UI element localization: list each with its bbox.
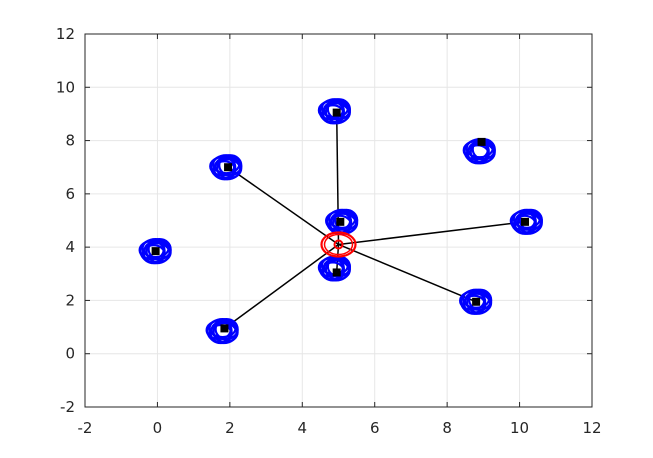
square-marker-0: [151, 247, 160, 256]
target-center-0: [333, 239, 344, 250]
square-marker-1: [224, 163, 233, 172]
connection-line-5: [338, 243, 477, 303]
y-tick-label-2: 2: [65, 291, 75, 309]
target-inner-ring-0: [323, 233, 354, 256]
x-tick-label-3: 4: [298, 419, 308, 437]
cloud-ring-7-7: [514, 210, 543, 231]
axis-ticks: -2 0 2 4 6 8 10 12 -2 0 2 4 6 8 10 12: [56, 25, 602, 437]
y-tick-label-4: 6: [65, 185, 75, 203]
y-tick-label-1: 0: [65, 345, 75, 363]
cloud-ring-1-7: [214, 156, 243, 177]
square-marker-6: [477, 137, 486, 146]
x-tick-label-6: 10: [510, 419, 529, 437]
cloud-ring-4-7: [330, 210, 359, 231]
point-cloud-2: [205, 317, 239, 345]
cloud-ring-0-6: [139, 239, 166, 264]
plot-area-border: [84, 33, 593, 408]
x-tick-label-2: 2: [225, 419, 235, 437]
square-marker-8: [472, 297, 481, 306]
connection-line-4: [338, 221, 526, 246]
cloud-ring-8-7: [464, 290, 493, 311]
cloud-ring-8-6: [460, 289, 487, 314]
cloud-ring-2-7: [210, 319, 239, 341]
x-tick-label-4: 6: [370, 419, 380, 437]
cloud-ring-7-6: [510, 209, 537, 234]
square-marker-4: [336, 217, 345, 226]
point-cloud-1: [209, 154, 243, 181]
cloud-ring-3-7: [322, 100, 351, 121]
point-cloud-8: [459, 288, 493, 315]
connection-line-1: [223, 243, 339, 330]
target-marker: [320, 231, 357, 258]
point-cloud-3: [317, 98, 351, 125]
y-tick-label-7: 12: [56, 25, 75, 43]
target-ring-0: [320, 231, 357, 258]
x-tick-label-1: 0: [153, 419, 163, 437]
point-cloud-5: [317, 255, 351, 282]
square-marker-2: [220, 324, 229, 333]
point-cloud-7: [509, 208, 543, 235]
point-cloud-0: [138, 238, 172, 265]
connection-line-0: [227, 166, 339, 246]
y-tick-label-3: 4: [65, 238, 75, 256]
square-marker-7: [521, 217, 530, 226]
y-tick-label-6: 10: [56, 78, 75, 96]
y-tick-label-0: -2: [60, 398, 75, 416]
y-tick-label-5: 8: [65, 132, 75, 150]
square-marker-5: [332, 268, 341, 277]
cloud-ring-2-6: [206, 318, 233, 344]
cloud-ring-5-6: [318, 256, 345, 281]
point-cloud-6: [462, 138, 496, 165]
x-tick-label-7: 12: [582, 419, 601, 437]
cloud-ring-5-7: [322, 257, 351, 278]
x-tick-label-0: -2: [78, 419, 93, 437]
square-markers: [151, 108, 530, 333]
point-clouds: [138, 98, 543, 345]
cloud-ring-1-6: [210, 155, 237, 180]
square-marker-3: [332, 108, 341, 117]
cloud-ring-6-6: [463, 139, 490, 164]
cloud-ring-0-7: [143, 240, 172, 261]
x-tick-label-5: 8: [442, 419, 452, 437]
cloud-ring-3-6: [318, 99, 345, 124]
